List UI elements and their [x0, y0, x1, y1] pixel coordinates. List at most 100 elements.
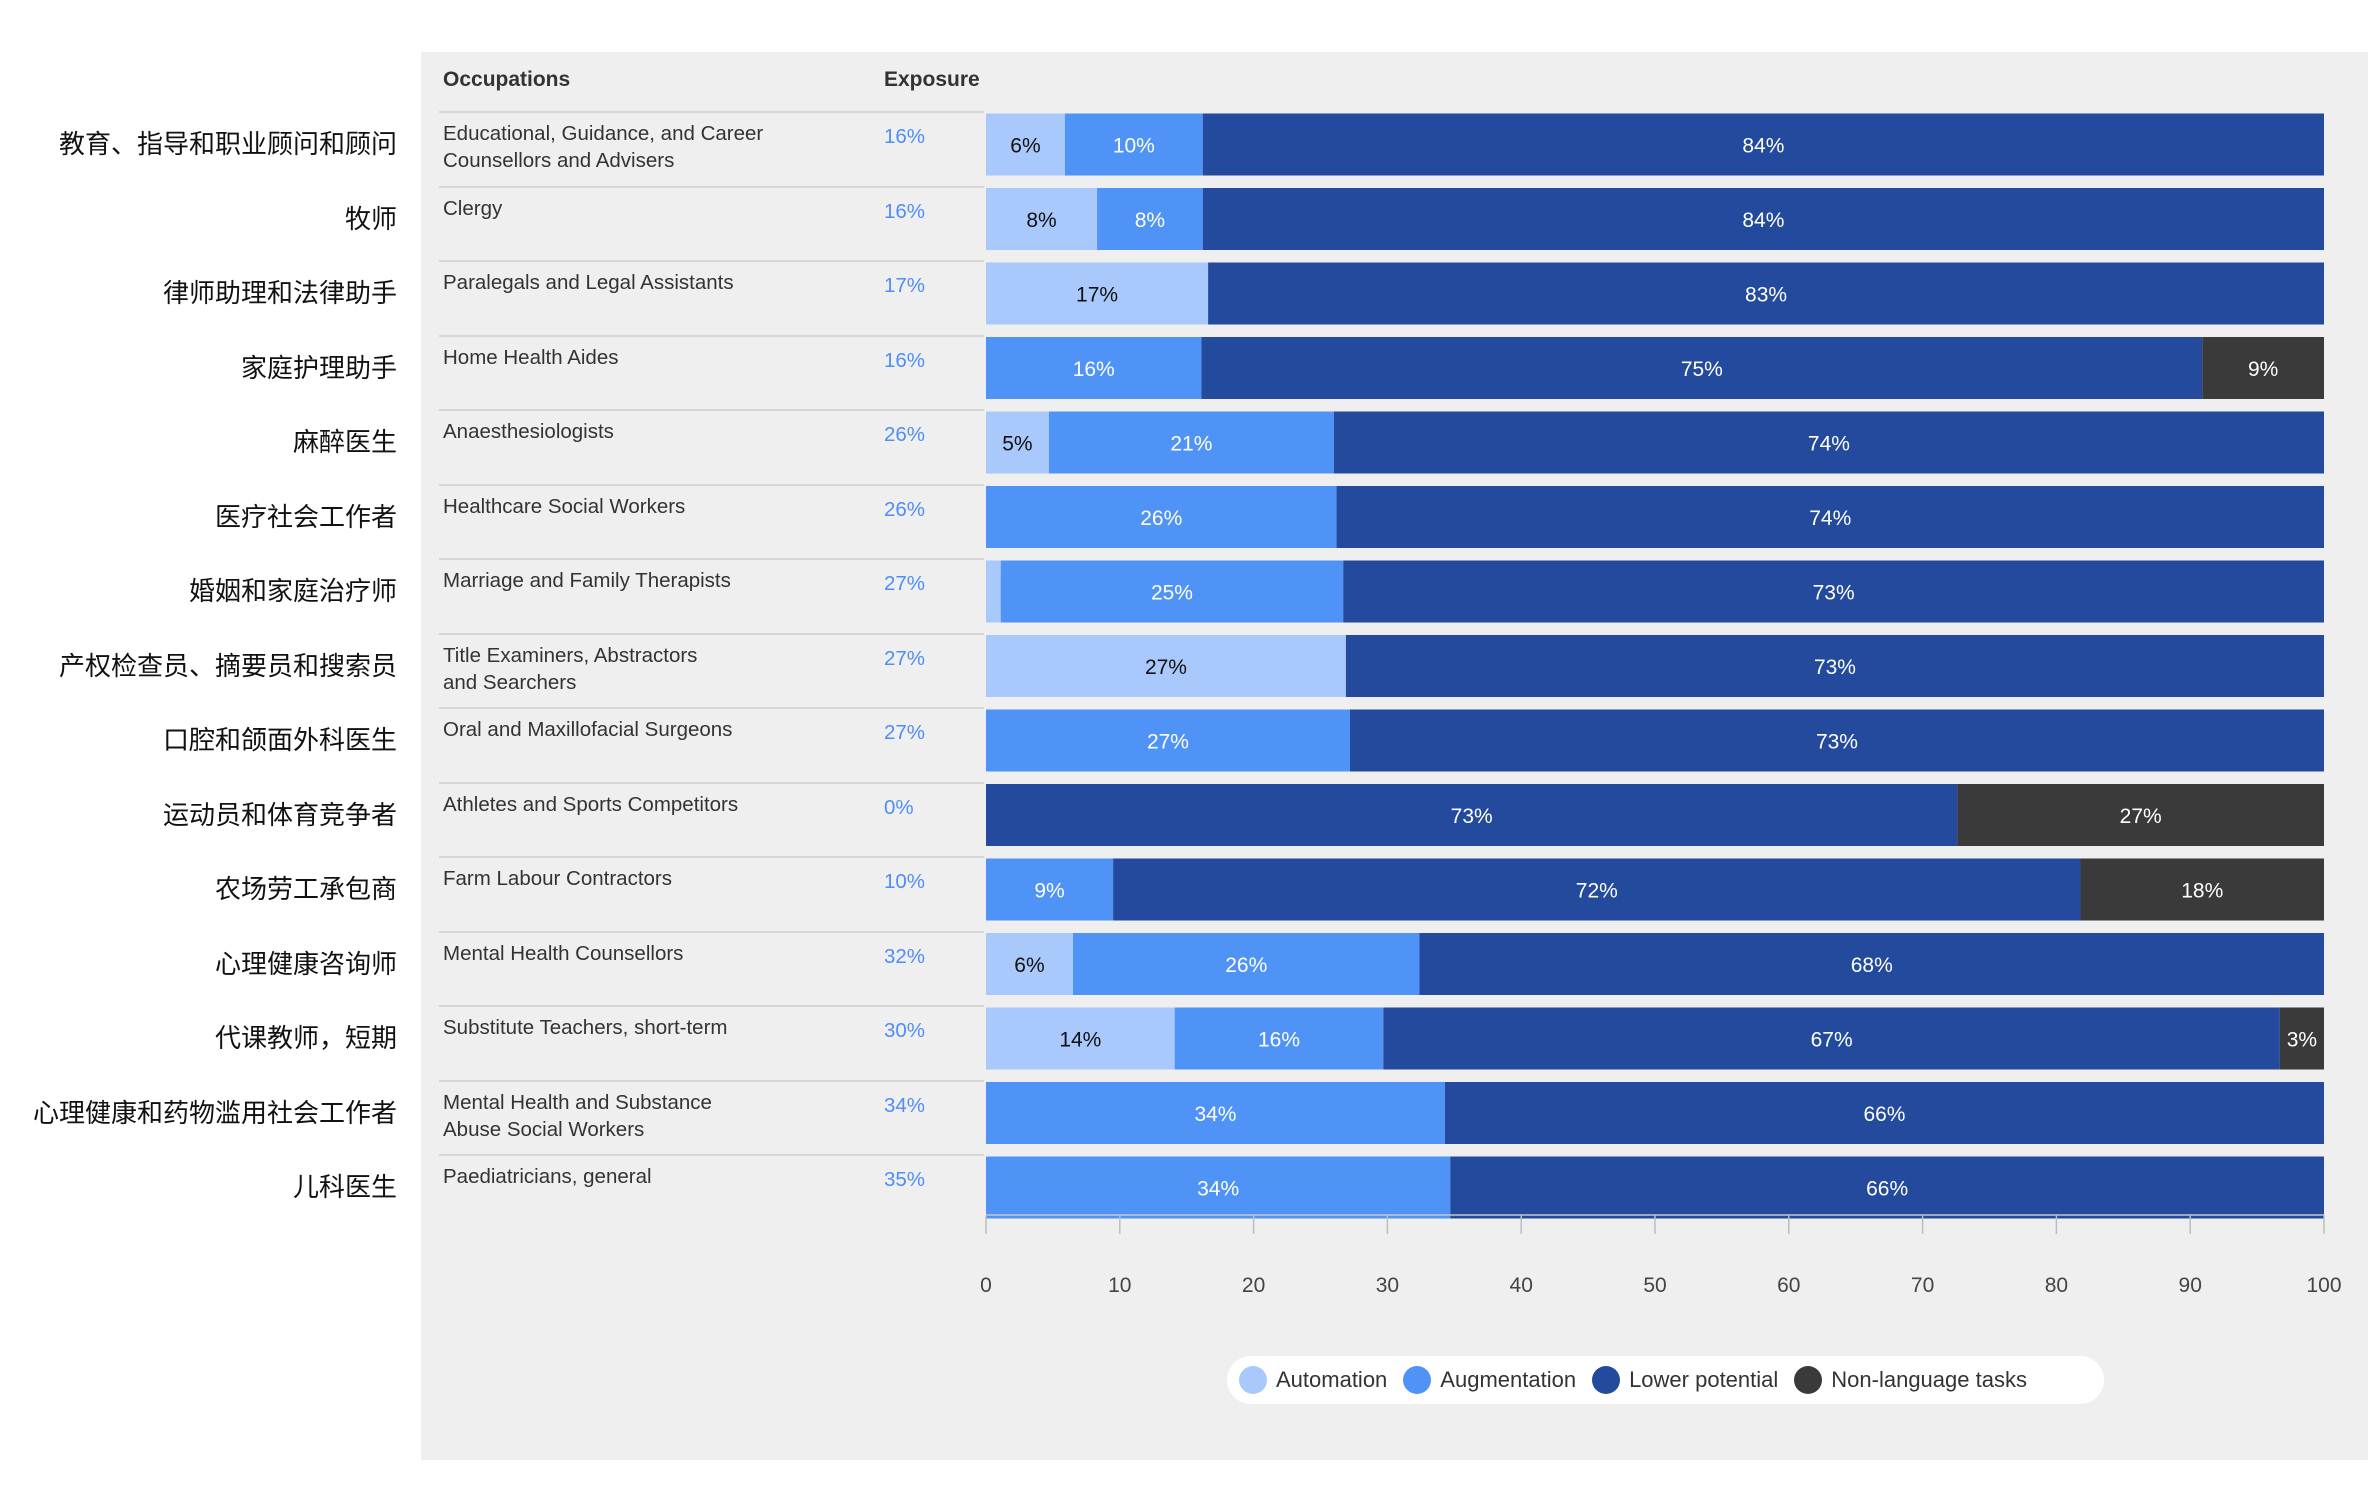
data-label: 74% [1808, 433, 1850, 456]
x-tick-label: 40 [1510, 1274, 1533, 1297]
legend-swatch [1794, 1366, 1823, 1394]
legend-item: Augmentation [1403, 1366, 1576, 1394]
exposure-value: 27% [884, 721, 926, 744]
data-label: 10% [1113, 135, 1155, 158]
chinese-label: 家庭护理助手 [240, 353, 397, 384]
data-label: 84% [1742, 135, 1784, 158]
data-label: 67% [1811, 1029, 1853, 1052]
row-divider [439, 334, 984, 337]
data-label: 9% [1034, 880, 1064, 903]
data-label: 8% [1135, 209, 1165, 232]
bar-segment-lower-potential [1383, 1007, 2280, 1070]
chinese-label: 心理健康和药物滥用社会工作者 [32, 1098, 397, 1129]
bar-segment-lower-potential [1349, 709, 2324, 772]
bar-segment-lower-potential [1113, 858, 2081, 921]
data-label: 16% [1258, 1029, 1300, 1052]
chinese-label: 口腔和颌面外科医生 [162, 726, 397, 756]
occupation-label-line: Athletes and Sports Competitors [443, 792, 739, 816]
occupation-label: Title Examiners, Abstractors and Searcher… [443, 642, 843, 696]
data-label: 25% [1151, 582, 1193, 605]
data-label: 68% [1851, 954, 1893, 977]
occupation-label: Healthcare Social Workers [443, 493, 843, 520]
exposure-value: 35% [884, 1168, 926, 1191]
bar-segment-non-language-tasks [2279, 1007, 2324, 1070]
occupation-label: Home Health Aides [443, 344, 843, 371]
bar-segment-automation [986, 1007, 1175, 1070]
x-tick-label: 70 [1911, 1274, 1934, 1297]
exposure-value: 16% [884, 199, 926, 223]
bar-segment-augmentation [1048, 411, 1334, 474]
occupation-label-line: Anaesthesiologists [443, 420, 614, 443]
row-divider [439, 558, 984, 560]
data-label: 34% [1194, 1103, 1236, 1126]
bar-segment-augmentation [986, 486, 1337, 548]
occupation-label-line: Farm Labour Contractors [443, 867, 673, 890]
bar-segment-non-language-tasks [1957, 784, 2324, 846]
bar-segment-lower-potential [1345, 635, 2324, 697]
row-divider [439, 856, 984, 858]
chinese-label: 律师助理和法律助手 [162, 279, 397, 309]
chinese-label: 心理健康咨询师 [214, 949, 397, 980]
row-divider [439, 632, 984, 635]
occupation-label-line: Home Health Aides [443, 345, 619, 369]
bar-segment-automation [986, 933, 1073, 995]
bar-segment-automation [986, 635, 1346, 697]
data-label: 73% [1816, 731, 1858, 754]
legend-item: Non-language tasks [1794, 1366, 2027, 1394]
row-divider [439, 781, 984, 784]
bar-segment-lower-potential [1208, 262, 2324, 325]
exposure-value: 26% [884, 497, 926, 521]
x-tick-label: 30 [1376, 1274, 1399, 1297]
chinese-label: 儿科医生 [292, 1173, 397, 1203]
data-label: 16% [1073, 358, 1115, 381]
chinese-label: 代课教师，短期 [214, 1024, 397, 1054]
exposure-value: 16% [884, 348, 926, 372]
x-tick-label: 20 [1242, 1274, 1265, 1297]
legend-item: Automation [1239, 1366, 1387, 1394]
exposure-value: 27% [884, 572, 926, 595]
occupation-label-line: Paralegals and Legal Assistants [443, 271, 734, 294]
data-label: 17% [1076, 284, 1118, 307]
legend-label: Automation [1276, 1367, 1388, 1392]
legend-label: Lower potential [1629, 1367, 1779, 1392]
bar-segment-lower-potential [1336, 486, 2324, 548]
bar-segment-automation [986, 411, 1049, 474]
bar-segment-lower-potential [1202, 188, 2324, 250]
exposure-value: 16% [884, 125, 926, 148]
data-label: 27% [1145, 656, 1187, 679]
data-label: 6% [1010, 135, 1040, 158]
occupation-label-line: Abuse Social Workers [443, 1117, 645, 1141]
row-divider [439, 1154, 984, 1156]
occupation-label: Paediatricians, general [443, 1163, 843, 1190]
occupation-label-line: Educational, Guidance, and Career [443, 122, 764, 145]
occupation-label-line: Oral and Maxillofacial Surgeons [443, 718, 733, 741]
data-label: 75% [1681, 358, 1723, 381]
data-label: 26% [1225, 954, 1267, 977]
exposure-value: 10% [884, 870, 926, 893]
bar-segment-augmentation [986, 337, 1202, 399]
data-label: 21% [1170, 433, 1212, 456]
legend-label: Augmentation [1440, 1367, 1577, 1392]
bar-segment-lower-potential [1444, 1082, 2324, 1144]
x-tick-label: 50 [1643, 1274, 1666, 1297]
occupation-label-line: Mental Health and Substance [443, 1090, 712, 1114]
legend-item: Lower potential [1592, 1366, 1778, 1394]
data-label: 66% [1863, 1103, 1905, 1126]
data-label: 83% [1745, 284, 1787, 307]
exposure-value: 30% [884, 1019, 926, 1042]
chinese-label: 麻醉医生 [292, 428, 397, 458]
bar-segment-augmentation [986, 1082, 1445, 1144]
occupations-header: Occupations [443, 68, 571, 91]
occupation-label-line: Healthcare Social Workers [443, 494, 686, 518]
occupation-label: Anaesthesiologists [443, 418, 843, 445]
chinese-label: 教育、指导和职业顾问和顾问 [58, 130, 397, 160]
legend-swatch [1592, 1366, 1621, 1394]
x-tick-label: 80 [2045, 1274, 2068, 1297]
legend-label: Non-language tasks [1831, 1367, 2027, 1392]
bar-segment-augmentation [1097, 188, 1203, 250]
row-divider [439, 185, 984, 188]
row-divider [439, 930, 984, 933]
chinese-label: 农场劳工承包商 [214, 875, 397, 905]
bar-segment-augmentation [1064, 113, 1203, 176]
